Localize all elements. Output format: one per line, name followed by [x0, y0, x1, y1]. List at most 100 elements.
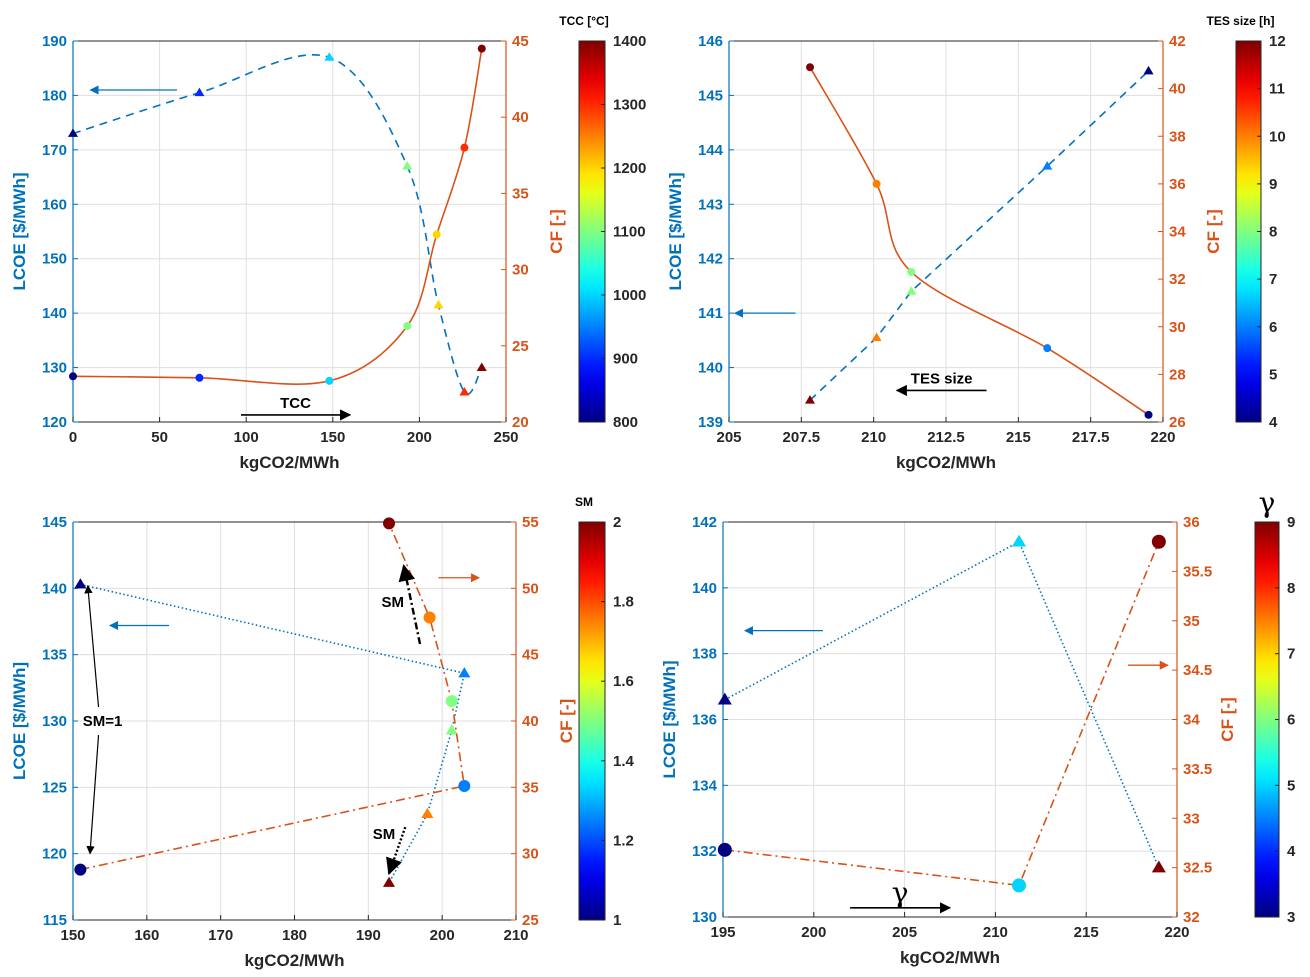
colorbar-tick-label: 7: [1269, 271, 1277, 288]
series-line-right: [72, 48, 483, 385]
y-left-tick-label: 130: [42, 713, 67, 730]
x-tick-label: 220: [1164, 924, 1189, 941]
data-point-circle: [477, 44, 486, 53]
y-left-tick-label: 120: [42, 846, 67, 863]
data-point-circle: [74, 863, 87, 876]
y-right-tick-label: 30: [1169, 319, 1186, 336]
colorbar: [1235, 40, 1262, 423]
x-tick-label: 205: [892, 924, 917, 941]
data-point-circle: [1012, 878, 1027, 893]
y-left-axis-label: LCOE [$/MWh]: [10, 172, 29, 290]
colorbar-tick-label: 1200: [613, 160, 646, 177]
x-tick-label: 215: [1074, 924, 1099, 941]
colorbar-tick-label: 1300: [613, 97, 646, 114]
data-point-triangle: [445, 724, 458, 735]
y-left-tick-label: 115: [43, 912, 67, 929]
y-right-tick-label: 36: [1183, 514, 1200, 531]
y-left-tick-label: 134: [692, 777, 718, 794]
y-right-tick-label: 33: [1183, 810, 1200, 827]
colorbar-tick-label: 11: [1269, 81, 1285, 98]
y-left-axis-label: LCOE [$/MWh]: [660, 660, 679, 778]
subplot-3: 150 160 170 180 190 200 2101151201251301351401…: [10, 495, 635, 970]
data-point-triangle: [459, 386, 470, 396]
y-right-tick-label: 35: [512, 185, 529, 202]
colorbar-tick-label: 8: [1287, 580, 1295, 597]
sm1-arrow-up: [84, 584, 100, 708]
y-right-axis-label: CF [-]: [1204, 209, 1223, 253]
y-left-tick-label: 125: [42, 779, 67, 796]
data-point-circle: [325, 376, 334, 385]
data-point-triangle: [194, 87, 205, 97]
data-point-circle: [872, 179, 881, 188]
series-line-left: [809, 70, 1150, 401]
y-right-tick-label: 34: [1183, 712, 1200, 729]
colorbar-tick-label: 4: [1287, 843, 1296, 860]
colorbar-tick-label: 4: [1269, 414, 1278, 431]
y-left-tick-label: 144: [698, 142, 724, 159]
y-right-tick-label: 25: [512, 338, 529, 355]
y-left-axis-label: LCOE [$/MWh]: [666, 172, 685, 290]
data-point-triangle: [383, 876, 396, 887]
y-right-tick-label: 45: [512, 33, 529, 50]
colorbar-tick-label: 1.4: [613, 753, 635, 770]
colorbar: [578, 40, 606, 423]
colorbar-tick-label: 6: [1287, 712, 1295, 729]
x-tick-label: 200: [430, 927, 455, 944]
colorbar-tick-label: 800: [613, 414, 638, 431]
data-point-circle: [383, 517, 396, 530]
colorbar-title: TES size [h]: [1206, 14, 1274, 28]
y-left-tick-label: 140: [692, 580, 717, 597]
x-axis-label: kgCO2/MWh: [239, 453, 339, 472]
x-tick-label: 190: [356, 927, 381, 944]
x-tick-label: 215: [1006, 429, 1031, 446]
series-line-left: [724, 540, 1160, 868]
x-tick-label: 50: [151, 429, 168, 446]
x-tick-label: 150: [60, 927, 85, 944]
data-point-circle: [1144, 410, 1153, 419]
colorbar-tick-label: 8: [1269, 224, 1277, 241]
data-point-circle: [717, 842, 732, 857]
data-point-triangle: [433, 299, 444, 309]
data-point-circle: [195, 373, 204, 382]
y-right-tick-label: 38: [1169, 128, 1186, 145]
y-right-tick-label: 34: [1169, 224, 1186, 241]
y-left-tick-label: 135: [42, 647, 67, 664]
colorbar-tick-label: 5: [1269, 366, 1277, 383]
data-point-triangle: [1151, 860, 1166, 873]
x-tick-label: 200: [407, 429, 432, 446]
data-point-triangle: [1042, 161, 1053, 170]
y-right-tick-label: 36: [1169, 176, 1186, 193]
y-right-tick-label: 28: [1169, 366, 1186, 383]
data-point-circle: [423, 611, 436, 624]
x-tick-label: 170: [208, 927, 233, 944]
data-point-circle: [445, 695, 458, 708]
data-point-triangle: [402, 161, 413, 170]
sm1-arrow-down: [86, 734, 100, 855]
y-right-tick-label: 35: [522, 779, 539, 796]
y-left-tick-label: 150: [42, 251, 67, 268]
data-point-triangle: [458, 667, 471, 678]
y-left-tick-label: 145: [42, 514, 67, 531]
x-tick-label: 217.5: [1072, 429, 1110, 446]
x-axis-label: kgCO2/MWh: [900, 948, 1000, 967]
y-right-tick-label: 35.5: [1183, 563, 1212, 580]
y-left-tick-label: 190: [42, 33, 67, 50]
x-tick-label: 220: [1150, 429, 1175, 446]
y-left-tick-label: 180: [42, 87, 67, 104]
colorbar-tick-label: 1400: [613, 33, 646, 50]
y-left-tick-label: 142: [692, 514, 717, 531]
x-tick-label: 207.5: [783, 429, 821, 446]
x-tick-label: 195: [710, 924, 735, 941]
data-point-circle: [460, 143, 469, 152]
y-right-tick-label: 25: [522, 912, 539, 929]
subplot-2: 205 207.5 210 212.5 215 217.5 220 139 140 141 142 1…: [666, 14, 1286, 472]
colorbar-tick-label: 6: [1269, 319, 1277, 336]
data-point-circle: [69, 372, 77, 381]
x-tick-label: 200: [801, 924, 826, 941]
colorbar-tick-label: 900: [613, 351, 638, 368]
data-point-triangle: [68, 128, 78, 137]
data-point-circle: [458, 780, 471, 793]
annotation-label: SM: [382, 594, 405, 611]
data-point-circle: [1043, 344, 1052, 353]
